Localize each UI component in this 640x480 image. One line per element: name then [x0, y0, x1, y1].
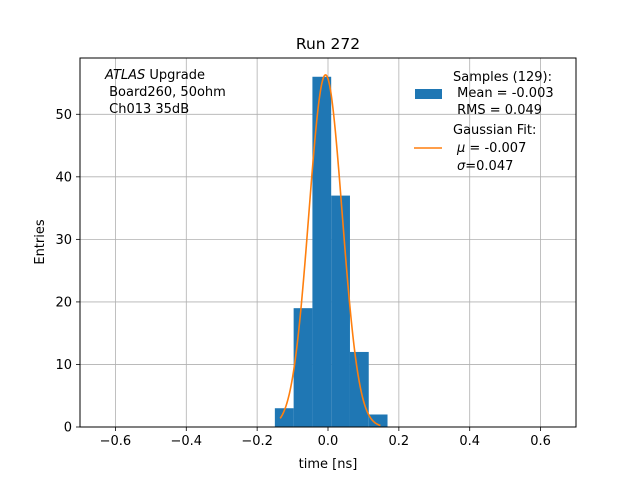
annotation-line-1: ATLAS Upgrade [104, 68, 205, 83]
x-tick-label: −0.2 [241, 434, 273, 449]
histogram-bar [368, 414, 388, 427]
x-tick-label: 0.4 [459, 434, 480, 449]
legend-samples-line-3: RMS = 0.049 [453, 103, 542, 118]
gaussian-fit [279, 74, 381, 427]
annotation-line-2: Board260, 50ohm [105, 85, 226, 100]
histogram-bar [331, 195, 350, 427]
legend-sigma-symbol: σ [457, 159, 466, 174]
legend-samples-swatch [415, 89, 442, 99]
legend-sigma-value: =0.047 [465, 159, 513, 174]
annotation-atlas: ATLAS [104, 68, 145, 83]
legend-samples-line-2: Mean = -0.003 [453, 86, 554, 101]
annotation-line-3: Ch013 35dB [105, 102, 189, 117]
y-tick-label: 30 [55, 233, 72, 248]
legend-fit-line-1: Gaussian Fit: [453, 123, 536, 138]
x-axis-ticks: −0.6 −0.4 −0.2 0.0 0.2 0.4 0.6 [100, 427, 551, 449]
y-tick-label: 0 [64, 421, 72, 436]
histogram-bars [274, 76, 388, 428]
legend-fit-line-2: μ = -0.007 [456, 141, 526, 156]
chart-title: Run 272 [296, 35, 360, 53]
gaussian-fit-curve [279, 74, 381, 427]
y-tick-label: 40 [55, 170, 72, 185]
y-tick-label: 50 [55, 108, 72, 123]
histogram-bar [274, 408, 294, 427]
x-tick-label: 0.2 [389, 434, 410, 449]
legend-fit-line-3: σ=0.047 [457, 159, 513, 174]
x-tick-label: 0.6 [530, 434, 551, 449]
annotation-upgrade: Upgrade [145, 68, 205, 83]
x-tick-label: 0.0 [318, 434, 339, 449]
annotation-box: ATLAS Upgrade Board260, 50ohm Ch013 35dB [104, 68, 226, 117]
histogram-bar [293, 308, 313, 427]
legend-samples-line-1: Samples (129): [453, 70, 552, 85]
legend-mu-value: = -0.007 [465, 141, 526, 156]
histogram-bar [349, 351, 369, 427]
y-axis-label: Entries [33, 219, 48, 265]
x-axis-label: time [ns] [299, 457, 358, 472]
legend: Samples (129): Mean = -0.003 RMS = 0.049… [414, 70, 554, 174]
x-tick-label: −0.4 [170, 434, 202, 449]
legend-mu-symbol: μ [456, 141, 465, 156]
histogram-bar [312, 76, 332, 428]
y-tick-label: 10 [55, 358, 72, 373]
y-axis-ticks: 0 10 20 30 40 50 [55, 108, 80, 436]
y-tick-label: 20 [55, 295, 72, 310]
x-tick-label: −0.6 [100, 434, 132, 449]
